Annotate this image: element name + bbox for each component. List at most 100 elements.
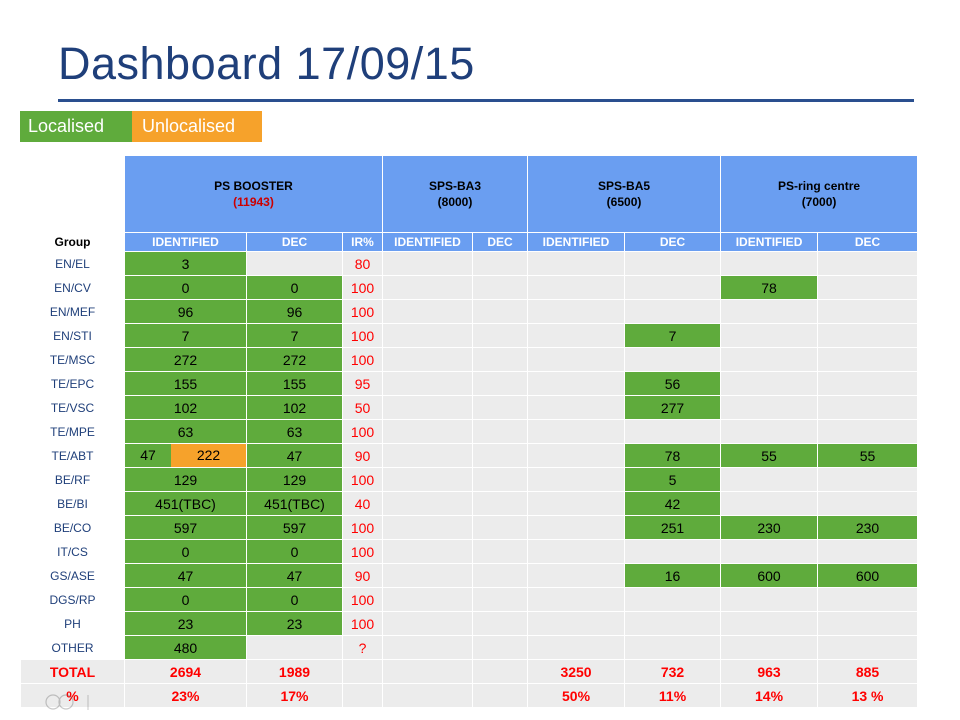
ba3-dec-cell	[471, 539, 529, 564]
prc-dec-cell: 600	[817, 563, 919, 588]
group-cell: PH	[20, 611, 125, 636]
ba5-id-cell	[527, 299, 626, 324]
psb-dec-cell: 597	[246, 515, 343, 540]
group-cell: EN/CV	[20, 275, 125, 300]
ba3-id-cell	[382, 395, 473, 420]
group-cell: TE/MPE	[20, 419, 125, 444]
ba3-dec-cell	[471, 275, 529, 300]
psb-id-cell: 7	[124, 323, 247, 348]
percent-row: % 23% 17% 50% 11% 14% 13 %	[20, 683, 919, 708]
percent-prc-id: 14%	[720, 683, 819, 708]
psb-id-cell: 155	[124, 371, 247, 396]
prc-id-cell	[720, 539, 819, 564]
column-header: DEC	[471, 232, 529, 252]
ba3-id-cell	[382, 563, 473, 588]
ba3-id-cell	[382, 347, 473, 372]
ir-cell: 95	[342, 371, 383, 396]
total-psb-id: 2694	[124, 659, 247, 684]
column-header: DEC	[246, 232, 343, 252]
ba5-dec-cell	[624, 275, 722, 300]
legend-unlocalised: Unlocalised	[132, 111, 262, 142]
ba5-dec-cell: 78	[624, 443, 722, 468]
table-row: EN/CV 0 0 100 78	[20, 275, 919, 300]
ba5-id-cell	[527, 587, 626, 612]
ba5-id-cell	[527, 611, 626, 636]
psb-dec-cell: 155	[246, 371, 343, 396]
ba5-id-cell	[527, 443, 626, 468]
column-header: DEC	[624, 232, 722, 252]
prc-dec-cell	[817, 371, 919, 396]
table-row: BE/BI 451(TBC) 451(TBC) 40 42	[20, 491, 919, 516]
psb-dec-cell: 0	[246, 587, 343, 612]
prc-id-cell	[720, 371, 819, 396]
ir-cell: 100	[342, 299, 383, 324]
ba5-dec-cell	[624, 539, 722, 564]
prc-dec-cell: 230	[817, 515, 919, 540]
psb-id-cell: 0	[124, 275, 247, 300]
psb-id-cell: 96	[124, 299, 247, 324]
ba5-dec-cell: 16	[624, 563, 722, 588]
group-cell: EN/MEF	[20, 299, 125, 324]
table-row: IT/CS 0 0 100	[20, 539, 919, 564]
ba3-dec-cell	[471, 395, 529, 420]
page-title: Dashboard 17/09/15	[58, 38, 475, 89]
prc-id-cell: 55	[720, 443, 819, 468]
ba3-dec-cell	[471, 467, 529, 492]
prc-dec-cell	[817, 395, 919, 420]
group-cell: EN/STI	[20, 323, 125, 348]
percent-psb-dec: 17%	[246, 683, 343, 708]
ba3-id-cell	[382, 491, 473, 516]
prc-id-cell	[720, 251, 819, 276]
table-row: GS/ASE 47 47 90 16 600 600	[20, 563, 919, 588]
ba5-dec-cell: 56	[624, 371, 722, 396]
prc-id-cell: 230	[720, 515, 819, 540]
prc-dec-cell	[817, 347, 919, 372]
identified-split-cell: 47 222	[124, 443, 247, 468]
ba3-id-cell	[382, 323, 473, 348]
psb-id-cell: 23	[124, 611, 247, 636]
percent-ba5-dec: 11%	[624, 683, 722, 708]
psb-id-cell: 47	[124, 563, 247, 588]
ir-cell: 100	[342, 539, 383, 564]
ba3-dec-cell	[471, 323, 529, 348]
ba5-id-cell	[527, 467, 626, 492]
ba3-id-cell	[382, 611, 473, 636]
percent-empty	[471, 683, 529, 708]
ba5-id-cell	[527, 515, 626, 540]
site-name: SPS-BA5	[598, 179, 651, 193]
ba5-dec-cell	[624, 347, 722, 372]
psb-id-cell: 129	[124, 467, 247, 492]
total-row: TOTAL 2694 1989 3250 732 963 885	[20, 659, 919, 684]
site-header-sps-ba3: SPS-BA3 (8000)	[381, 155, 529, 233]
prc-id-cell	[720, 611, 819, 636]
ir-cell: 100	[342, 611, 383, 636]
prc-id-cell	[720, 635, 819, 660]
ba5-dec-cell	[624, 419, 722, 444]
prc-dec-cell	[817, 539, 919, 564]
ba5-id-cell	[527, 563, 626, 588]
prc-dec-cell	[817, 587, 919, 612]
column-header: Group	[20, 232, 125, 252]
psb-dec-cell	[246, 635, 343, 660]
ir-cell: 100	[342, 515, 383, 540]
ir-cell: 90	[342, 443, 383, 468]
table-row: DGS/RP 0 0 100	[20, 587, 919, 612]
psb-dec-cell: 272	[246, 347, 343, 372]
column-header: IR%	[342, 232, 383, 252]
ba5-id-cell	[527, 395, 626, 420]
ba3-id-cell	[382, 299, 473, 324]
psb-id-cell: 3	[124, 251, 247, 276]
prc-dec-cell	[817, 323, 919, 348]
psb-dec-cell	[246, 251, 343, 276]
ba3-dec-cell	[471, 299, 529, 324]
psb-id-cell: 480	[124, 635, 247, 660]
table-row: TE/MSC 272 272 100	[20, 347, 919, 372]
ba5-id-cell	[527, 491, 626, 516]
table-row: EN/EL 3 80	[20, 251, 919, 276]
ba3-id-cell	[382, 635, 473, 660]
total-prc-dec: 885	[817, 659, 919, 684]
ba5-id-cell	[527, 371, 626, 396]
site-header-sps-ba5: SPS-BA5 (6500)	[527, 155, 722, 233]
cern-logo-icon	[45, 694, 89, 710]
psb-id-cell: 63	[124, 419, 247, 444]
